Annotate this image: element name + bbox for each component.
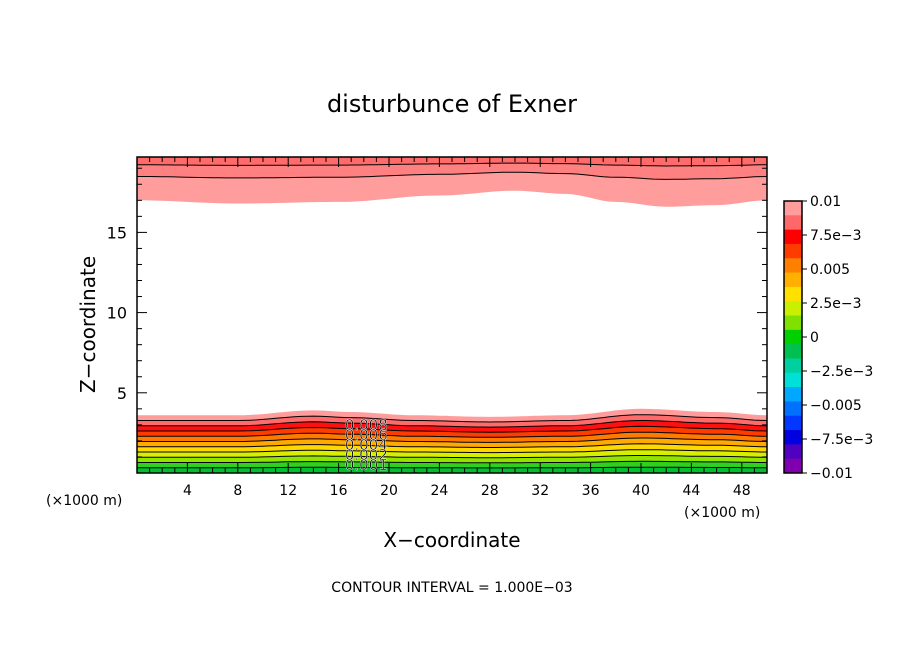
colorbar-swatch <box>784 243 802 259</box>
colorbar-swatch <box>784 415 802 431</box>
colorbar-swatch <box>784 401 802 417</box>
bottom-contour-line-7 <box>137 449 767 454</box>
colorbar-label: 0 <box>810 330 819 346</box>
colorbar: 0.01 7.5e−3 0.005 2.5e−3 0 −2.5e−3 −0.005 −7.5e… <box>783 194 873 482</box>
colorbar-label: 2.5e−3 <box>810 296 862 312</box>
x-tick-label: 32 <box>531 483 549 499</box>
x-tick-label: 40 <box>632 483 650 499</box>
bottom-contour-line-6 <box>137 443 768 448</box>
x-axis-label: X−coordinate <box>383 528 520 552</box>
contour-label: 0.008 <box>345 416 388 434</box>
colorbar-swatch <box>784 301 802 317</box>
bottom-contour-line-5 <box>137 437 768 443</box>
colorbar-label: 0.005 <box>810 262 850 278</box>
colorbar-label: −7.5e−3 <box>810 432 873 448</box>
bottom-contour-line-4 <box>137 431 768 438</box>
x-unit-label-right: (×1000 m) <box>684 505 760 521</box>
top-contour-line-1 <box>137 171 768 180</box>
contour-label: 0.001 <box>345 456 388 474</box>
x-tick-label: 44 <box>682 483 700 499</box>
colorbar-label: 7.5e−3 <box>810 228 862 244</box>
x-tick-label: 36 <box>582 483 600 499</box>
contour-label: 0.006 <box>345 426 388 444</box>
bottom-contour-line-2 <box>137 420 768 428</box>
bottom-contour-line-9 <box>137 460 767 464</box>
chart-title: disturbunce of Exner <box>327 90 577 118</box>
y-tick-label: 5 <box>117 384 127 403</box>
x-tick-label: 8 <box>233 483 242 499</box>
contour-label: 0.002 <box>345 446 388 464</box>
colorbar-swatch <box>784 272 802 288</box>
x-tick-label: 20 <box>380 483 398 499</box>
x-tick-label: 12 <box>279 483 297 499</box>
colorbar-swatch <box>784 387 802 402</box>
colorbar-swatch <box>784 315 802 331</box>
bottom-contour-line-8 <box>137 455 768 459</box>
y-tick-label: 10 <box>107 304 127 323</box>
y-tick-label: 15 <box>107 223 127 242</box>
colorbar-swatch <box>784 358 802 374</box>
colorbar-swatch <box>784 201 802 216</box>
colorbar-label: −0.01 <box>810 466 853 482</box>
contour-interval-note: CONTOUR INTERVAL = 1.000E−03 <box>331 580 572 596</box>
colorbar-swatch <box>784 286 802 302</box>
contour-label: 0.004 <box>345 436 388 454</box>
colorbar-label: 0.01 <box>810 194 841 210</box>
x-tick-label: 48 <box>733 483 751 499</box>
colorbar-swatch <box>784 329 802 345</box>
x-unit-label: (×1000 m) <box>46 493 122 509</box>
top-contour-line-2 <box>137 162 767 167</box>
y-axis-label: Z−coordinate <box>76 256 100 393</box>
colorbar-swatch <box>784 458 802 474</box>
x-tick-label: 28 <box>481 483 499 499</box>
colorbar-swatch <box>784 258 802 274</box>
colorbar-swatch <box>784 344 802 359</box>
x-tick-label: 24 <box>430 483 448 499</box>
bottom-contour-line-10 <box>137 466 768 469</box>
bottom-contour-line-3 <box>137 425 768 433</box>
x-tick-label: 4 <box>183 483 192 499</box>
bottom-contour-line-1 <box>137 414 768 423</box>
colorbar-swatch <box>784 444 802 460</box>
colorbar-label: −2.5e−3 <box>810 364 873 380</box>
colorbar-swatch <box>784 430 802 445</box>
colorbar-swatch <box>784 229 802 245</box>
colorbar-swatch <box>784 215 802 231</box>
x-tick-label: 16 <box>330 483 348 499</box>
colorbar-swatch <box>784 372 802 388</box>
colorbar-label: −0.005 <box>810 398 862 414</box>
